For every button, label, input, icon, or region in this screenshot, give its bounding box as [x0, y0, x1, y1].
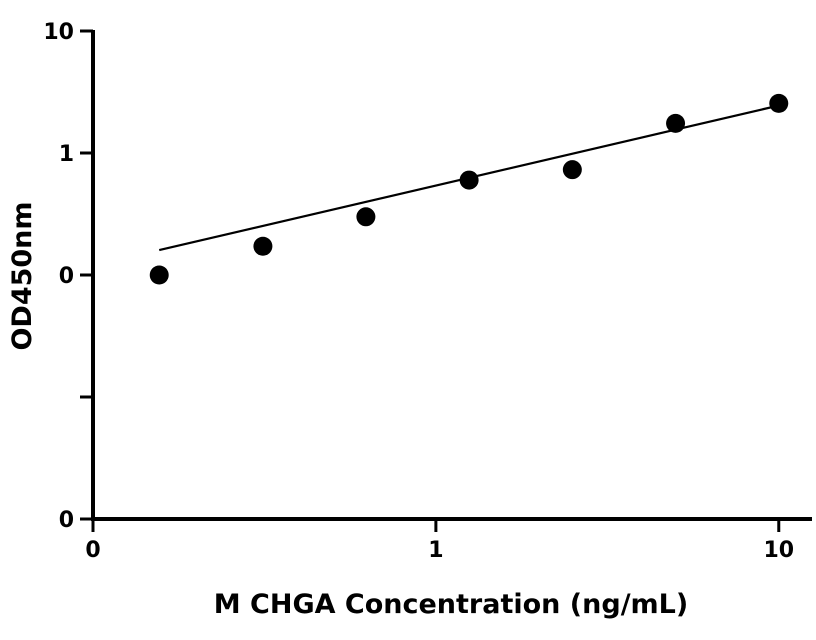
data-points — [149, 93, 789, 285]
data-point — [356, 207, 376, 227]
y-tick-label: 0 — [59, 508, 74, 533]
data-point — [149, 265, 169, 285]
data-point — [666, 113, 686, 133]
y-tick-label: 10 — [43, 20, 74, 45]
y-tick-label: 0 — [59, 264, 74, 289]
y-axis-title: OD450nm — [7, 201, 38, 350]
y-ticks: 0 0 1 10 — [43, 20, 93, 533]
data-point — [253, 236, 273, 256]
x-axis-title: M CHGA Concentration (ng/mL) — [214, 589, 688, 620]
data-point — [562, 160, 582, 180]
data-point — [459, 170, 479, 190]
x-tick-label: 0 — [85, 538, 100, 563]
x-tick-label: 1 — [428, 538, 443, 563]
x-tick-label: 10 — [763, 538, 794, 563]
y-tick-label: 1 — [59, 142, 74, 167]
data-point — [769, 93, 789, 113]
x-ticks: 0 1 10 — [85, 519, 794, 563]
